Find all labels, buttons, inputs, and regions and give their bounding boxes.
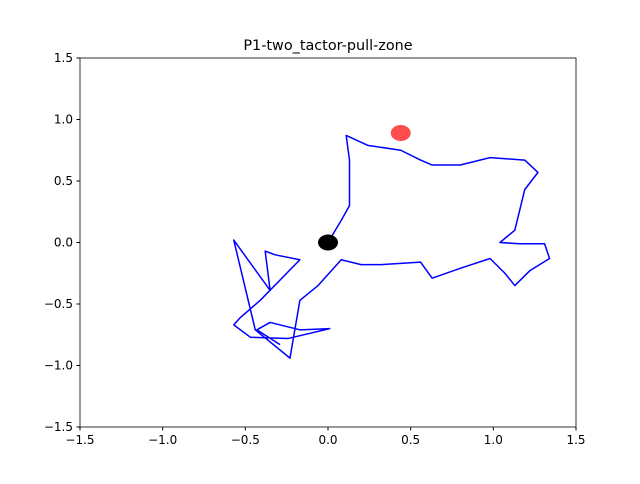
y-tick-label: −1.5 bbox=[44, 420, 73, 434]
y-tick-label: −0.5 bbox=[44, 297, 73, 311]
y-tick-label: 0.0 bbox=[54, 236, 73, 250]
x-tick-label: 0.5 bbox=[401, 433, 420, 447]
y-tick-label: −1.0 bbox=[44, 359, 73, 373]
y-tick-label: 1.0 bbox=[54, 113, 73, 127]
marker bbox=[390, 125, 411, 142]
x-tick-label: 1.5 bbox=[566, 433, 585, 447]
marker bbox=[318, 234, 338, 251]
x-tick-label: −1.5 bbox=[65, 433, 94, 447]
x-tick-label: 0.0 bbox=[318, 433, 337, 447]
trajectory-line bbox=[233, 134, 551, 359]
x-tick-label: 1.0 bbox=[484, 433, 503, 447]
y-tick-label: 1.5 bbox=[54, 51, 73, 65]
chart-title: P1-two_tactor-pull-zone bbox=[243, 38, 412, 54]
x-tick-label: −0.5 bbox=[231, 433, 260, 447]
y-tick-label: 0.5 bbox=[54, 174, 73, 188]
x-tick-label: −1.0 bbox=[148, 433, 177, 447]
plot-frame bbox=[79, 57, 577, 428]
